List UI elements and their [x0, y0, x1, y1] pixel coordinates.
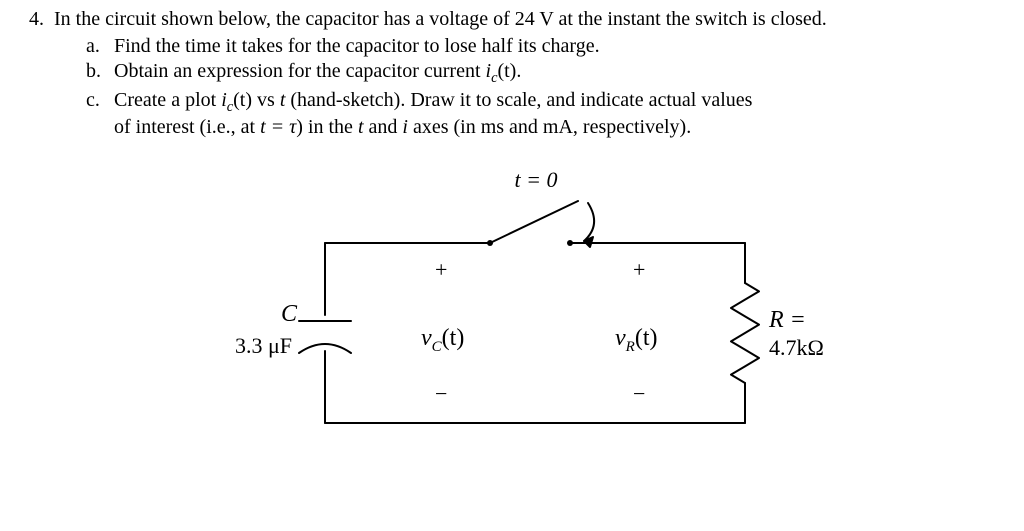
svg-text:−: −: [435, 381, 447, 406]
circuit-wrap: t = 0 + − + − vC(t) vR(t) C 3.3 μF R =4.7kΩ: [54, 153, 996, 473]
stem-voltage: 24 V: [515, 8, 554, 30]
ic-suffix: (t).: [497, 60, 521, 82]
subpart-a-text: Find the time it takes for the capacitor…: [114, 35, 996, 58]
svg-text:vR(t): vR(t): [615, 325, 657, 355]
c-line2-pre: of interest (i.e., at: [114, 116, 260, 138]
page: 4. In the circuit shown below, the capac…: [0, 0, 1024, 473]
c-line2-and: and: [364, 116, 403, 138]
svg-text:R =: R =: [768, 307, 806, 333]
c-ic-arg: (t): [233, 89, 252, 111]
stem-text-b: at the instant the switch is closed.: [554, 8, 827, 30]
problem-block: 4. In the circuit shown below, the capac…: [0, 8, 996, 473]
subpart-b-label: b.: [86, 60, 114, 83]
svg-text:−: −: [633, 381, 645, 406]
problem-body: In the circuit shown below, the capacito…: [54, 8, 996, 473]
svg-text:4.7kΩ: 4.7kΩ: [769, 335, 824, 360]
circuit-diagram: t = 0 + − + − vC(t) vR(t) C 3.3 μF R =4.7kΩ: [215, 153, 835, 473]
svg-text:C: C: [281, 301, 298, 327]
subpart-b-prefix: Obtain an expression for the capacitor c…: [114, 60, 486, 82]
c-line1-mid: vs: [252, 89, 280, 111]
c-line1-post: (hand-sketch). Draw it to scale, and ind…: [285, 89, 752, 111]
svg-text:+: +: [435, 257, 447, 282]
c-line2-mid: ) in the: [296, 116, 358, 138]
subpart-a-label: a.: [86, 35, 114, 58]
c-line1-pre: Create a plot: [114, 89, 221, 111]
svg-text:3.3 μF: 3.3 μF: [235, 333, 292, 358]
subpart-b-text: Obtain an expression for the capacitor c…: [114, 60, 996, 87]
svg-text:+: +: [633, 257, 645, 282]
subpart-c-label: c.: [86, 89, 114, 112]
svg-text:t = 0: t = 0: [515, 167, 558, 192]
subpart-a: a. Find the time it takes for the capaci…: [86, 35, 996, 58]
subparts-list: a. Find the time it takes for the capaci…: [54, 35, 996, 139]
subpart-b: b. Obtain an expression for the capacito…: [86, 60, 996, 87]
problem-stem: In the circuit shown below, the capacito…: [54, 8, 996, 31]
problem-number: 4.: [0, 8, 54, 31]
svg-text:vC(t): vC(t): [421, 325, 464, 355]
c-eq: t = τ: [260, 116, 296, 138]
stem-text-a: In the circuit shown below, the capacito…: [54, 8, 515, 30]
c-line2-post: axes (in ms and mA, respectively).: [408, 116, 691, 138]
subpart-c: c. Create a plot ic(t) vs t (hand-sketch…: [86, 89, 996, 139]
subpart-c-text: Create a plot ic(t) vs t (hand-sketch). …: [114, 89, 996, 139]
